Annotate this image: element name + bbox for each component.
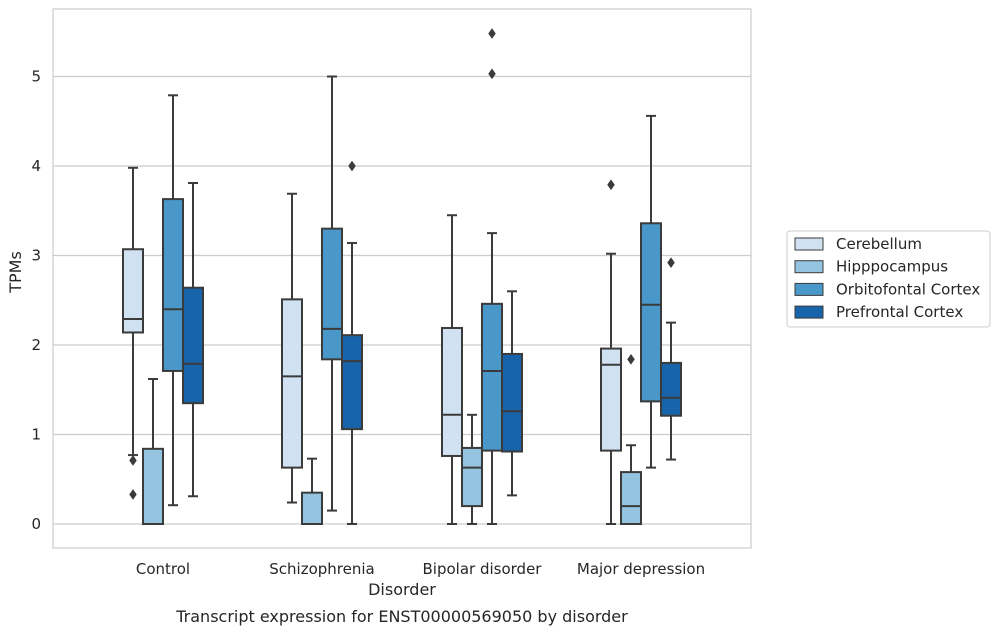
box-iqr: [162, 198, 184, 372]
outlier-point: [667, 257, 675, 269]
x-axis-label: Disorder: [368, 580, 436, 599]
box-iqr: [640, 222, 662, 403]
box-iqr: [501, 352, 523, 453]
legend-swatch: [794, 282, 824, 296]
figure-caption: Transcript expression for ENST0000056905…: [175, 607, 628, 626]
box-2-2: [481, 28, 503, 525]
outlier-point: [348, 160, 356, 172]
box-3-1: [620, 353, 642, 525]
box-iqr: [341, 334, 363, 431]
outlier-point: [129, 455, 137, 466]
box-3-3: [660, 257, 682, 461]
box-1-0: [281, 192, 303, 504]
box-iqr: [600, 347, 622, 452]
legend-label: Cerebellum: [836, 235, 922, 253]
box-0-2: [162, 94, 184, 507]
box-iqr: [301, 491, 323, 525]
x-tick-label: Schizophrenia: [269, 560, 374, 578]
box-1-2: [321, 75, 343, 512]
box-iqr: [461, 446, 483, 508]
legend-swatch: [794, 260, 824, 274]
legend-swatch: [794, 237, 824, 251]
box-3-0: [600, 179, 622, 525]
box-iqr: [481, 302, 503, 452]
box-iqr: [182, 286, 204, 405]
y-tick-label: 1: [31, 426, 41, 444]
box-iqr: [142, 447, 164, 526]
y-tick-label: 0: [31, 515, 41, 533]
box-1-1: [301, 457, 323, 525]
outlier-point: [488, 68, 496, 80]
y-axis-label: TPMs: [6, 251, 25, 294]
box-iqr: [281, 298, 303, 469]
legend-label: Prefrontal Cortex: [836, 303, 963, 321]
box-2-3: [501, 290, 523, 497]
axes-frame: [52, 8, 752, 549]
y-tick-label: 2: [31, 336, 41, 354]
legend-swatch: [794, 305, 824, 319]
box-0-1: [142, 378, 164, 526]
box-2-1: [461, 413, 483, 525]
y-tick-label: 4: [31, 157, 41, 175]
x-tick-label: Bipolar disorder: [423, 560, 543, 578]
box-iqr: [660, 361, 682, 417]
box-0-3: [182, 182, 204, 498]
legend-frame: [786, 230, 991, 328]
y-tick-label: 5: [31, 68, 41, 86]
legend: Cerebellum Hipppocampus Orbitofontal Corte…: [786, 230, 991, 328]
box-1-3: [341, 160, 363, 525]
outlier-point: [607, 179, 615, 191]
x-tick-label: Control: [136, 560, 190, 578]
y-tick-labels: 0 1 2 3 4 5: [31, 68, 41, 534]
box-iqr: [620, 471, 642, 525]
outlier-point: [627, 353, 635, 365]
box-2-0: [441, 214, 463, 525]
box-iqr: [441, 326, 463, 457]
x-tick-label: Major depression: [577, 560, 705, 578]
box-3-2: [640, 114, 662, 469]
x-tick-labels: Control Schizophrenia Bipolar disorder Majo…: [136, 560, 705, 578]
y-tick-label: 3: [31, 247, 41, 265]
outlier-point: [488, 28, 496, 39]
box-iqr: [321, 227, 343, 361]
legend-label: Orbitofontal Cortex: [836, 280, 980, 298]
box-iqr: [122, 248, 144, 334]
box-0-0: [122, 166, 144, 500]
outlier-point: [129, 489, 137, 500]
legend-label: Hipppocampus: [836, 258, 948, 276]
plot-area: [122, 28, 682, 526]
